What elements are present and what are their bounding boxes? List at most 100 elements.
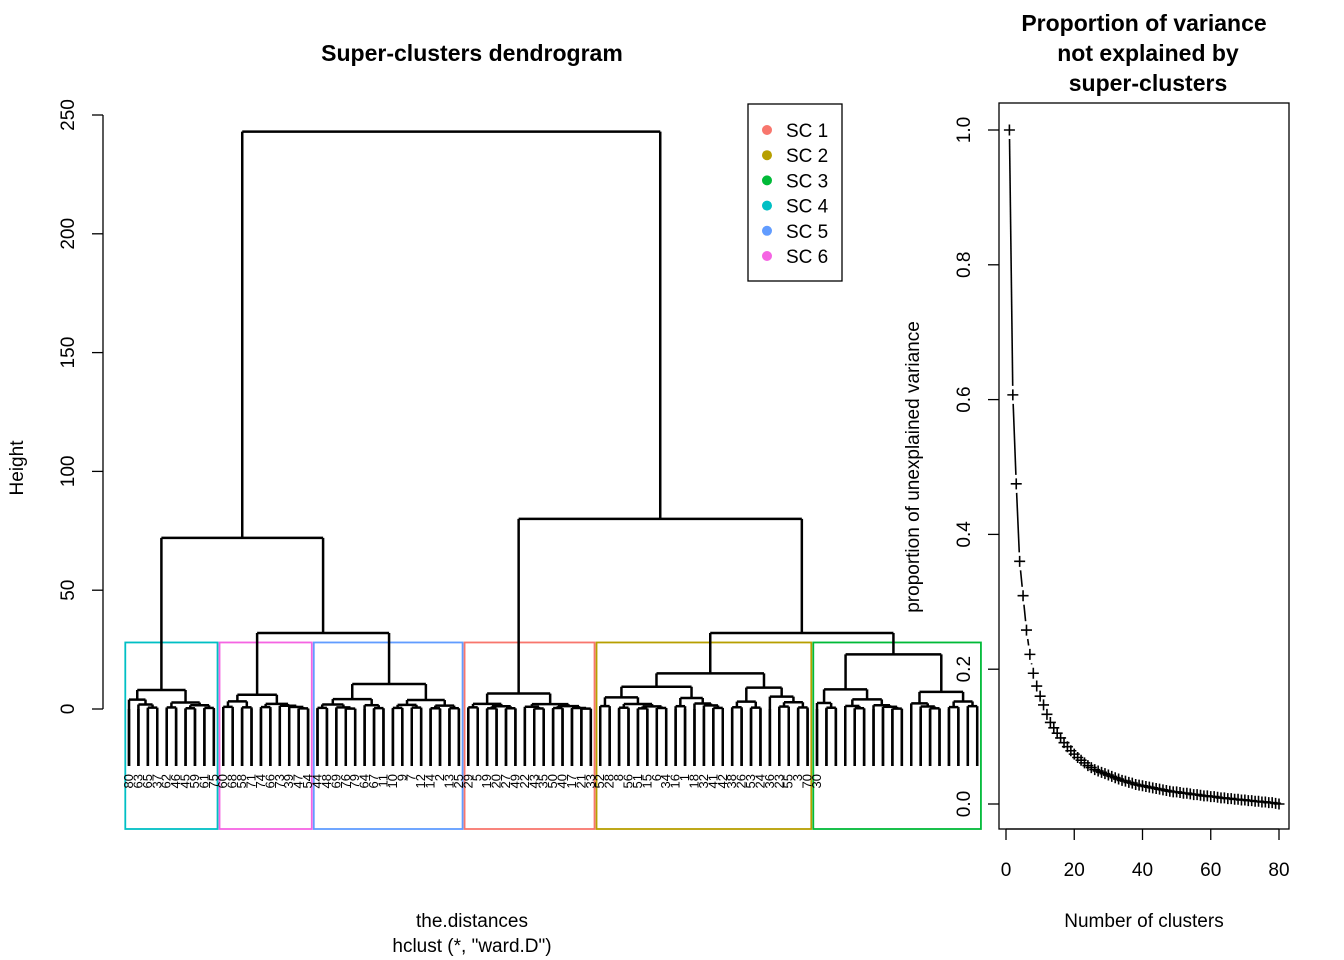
dendrogram-y-label: Height: [7, 440, 28, 496]
variance-y-tick-label: 0.0: [954, 791, 975, 817]
cluster-box-sc4: [124, 641, 219, 830]
variance-line-segment: [1023, 604, 1027, 622]
leaf-label: 60: [215, 774, 230, 788]
variance-x-axis: 0 20 40 60 80: [1001, 828, 1290, 881]
leaf-label: 9: [394, 774, 409, 781]
variance-title-line-1: Proportion of variance: [1021, 10, 1266, 36]
leaf-label: 48: [319, 774, 334, 788]
leaf-label: 41: [705, 774, 720, 788]
leaf-label: 33: [583, 774, 598, 788]
leaf-label: 42: [715, 774, 730, 788]
variance-line-segment: [1008, 138, 1014, 386]
variance-title-line-2: not explained by: [1057, 40, 1239, 66]
leaf-label: 1: [677, 774, 692, 781]
variance-point: [1027, 667, 1039, 679]
dendrogram-x-subtitle: hclust (*, "ward.D"): [392, 936, 551, 957]
variance-x-tick-label: 80: [1268, 860, 1289, 881]
dendrogram-y-tick-label: 150: [58, 337, 79, 369]
leaf-labels: 8063653762464559617560685871746673394754…: [121, 774, 824, 788]
leaf-label: 28: [602, 774, 617, 788]
leaf-label: 73: [272, 774, 287, 788]
leaf-label: 14: [423, 774, 438, 788]
leaf-label: 22: [517, 774, 532, 788]
cluster-box-sc1: [463, 641, 596, 830]
legend-label: SC 3: [786, 171, 828, 192]
leaf-label: 76: [338, 774, 353, 788]
variance-y-tick-label: 0.4: [954, 521, 975, 548]
leaf-label: 71: [244, 774, 259, 788]
leaf-label: 55: [781, 774, 796, 788]
leaf-label: 67: [366, 774, 381, 788]
leaf-label: 3: [790, 774, 805, 781]
leaf-label: 5: [470, 774, 485, 781]
leaf-label: 37: [149, 774, 164, 788]
variance-point: [1007, 389, 1019, 401]
legend-label: SC 4: [786, 197, 829, 218]
leaf-label: 23: [771, 774, 786, 788]
leaf-label: 68: [225, 774, 240, 788]
leaf-label: 38: [724, 774, 739, 788]
legend-label: SC 1: [786, 121, 828, 142]
variance-y-tick-label: 0.2: [954, 656, 975, 682]
leaf-label: 32: [696, 774, 711, 788]
variance-series-line: [1008, 138, 1033, 665]
dendrogram-y-tick-label: 0: [58, 704, 79, 715]
variance-series-points: [1003, 124, 1285, 810]
leaf-label: 47: [291, 774, 306, 788]
legend-swatch: [762, 200, 772, 211]
leaf-label: 54: [300, 774, 315, 788]
leaf-label: 52: [592, 774, 607, 788]
cluster-box-sc3: [812, 641, 982, 830]
leaf-label: 24: [752, 774, 767, 788]
leaf-label: 11: [375, 774, 390, 788]
variance-title-line-3: super-clusters: [1069, 70, 1228, 96]
variance-point: [1024, 648, 1036, 660]
leaf-label: 18: [686, 774, 701, 788]
dendrogram-x-label: the.distances: [416, 911, 528, 932]
legend-entries: SC 1 SC 2 SC 3 SC 4 SC 5 SC 6: [762, 121, 829, 268]
variance-point: [1010, 478, 1022, 490]
variance-y-tick-label: 1.0: [954, 117, 975, 143]
variance-point: [1031, 680, 1043, 692]
variance-x-tick-label: 60: [1200, 860, 1221, 881]
leaf-label: 21: [573, 774, 588, 788]
dendrogram-y-tick-label: 50: [58, 580, 79, 601]
dendrogram-y-axis: 0 50 100 150 200 250: [58, 99, 104, 715]
leaf-label: 19: [479, 774, 494, 788]
legend-label: SC 5: [786, 222, 828, 243]
legend-swatch: [762, 225, 772, 236]
variance-y-tick-label: 0.8: [954, 252, 975, 278]
variance-x-tick-label: 0: [1001, 860, 1012, 881]
leaf-label: 69: [328, 774, 343, 788]
leaf-label: 35: [536, 774, 551, 788]
leaf-label: 66: [262, 774, 277, 788]
variance-point: [1020, 624, 1032, 636]
variance-point: [1034, 690, 1046, 702]
leaf-label: 80: [121, 774, 136, 788]
leaf-label: 13: [441, 774, 456, 788]
leaf-label: 64: [357, 774, 372, 788]
leaf-label: 58: [234, 774, 249, 788]
leaf-label: 59: [187, 774, 202, 788]
leaf-label: 15: [639, 774, 654, 788]
variance-y-label: proportion of unexplained variance: [903, 321, 924, 613]
variance-line-segment: [1026, 638, 1030, 646]
cluster-boxes: [124, 641, 982, 830]
legend-swatch: [762, 150, 772, 161]
dendrogram-tree: [127, 130, 979, 766]
variance-line-segment: [1012, 403, 1017, 475]
leaf-label: 27: [498, 774, 513, 788]
leaf-label: 20: [489, 774, 504, 788]
variance-point: [1003, 124, 1015, 136]
leaf-label: 7: [404, 774, 419, 781]
leaf-label: 29: [460, 774, 475, 788]
cluster-box-sc6: [218, 641, 313, 830]
leaf-label: 12: [413, 774, 428, 788]
variance-x-label: Number of clusters: [1064, 911, 1223, 932]
leaf-label: 26: [734, 774, 749, 788]
leaf-label: 62: [159, 774, 174, 788]
legend-swatch: [762, 175, 772, 186]
leaf-label: 25: [451, 774, 466, 788]
leaf-label: 46: [168, 774, 183, 788]
